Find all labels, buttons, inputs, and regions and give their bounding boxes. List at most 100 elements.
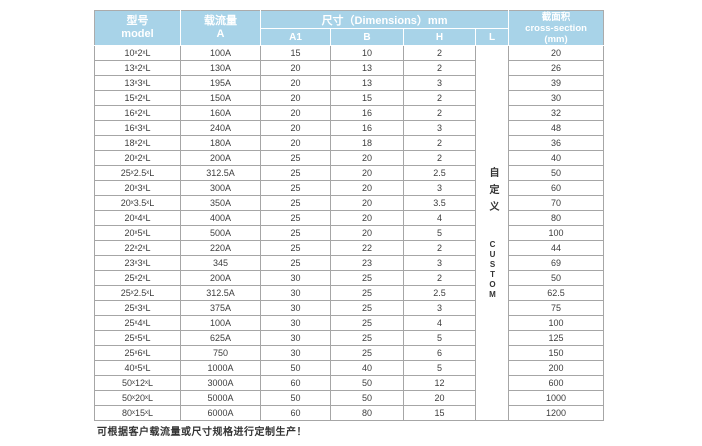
h-cell: 2 [403, 135, 476, 151]
spec-table: 型号 model 载流量 A 尺寸（Dimensions）mm 截面积 cros… [94, 10, 605, 421]
capacity-cell: 300A [180, 180, 261, 196]
a1-cell: 20 [260, 60, 331, 76]
b-cell: 22 [330, 240, 404, 256]
cross-section-cell: 1200 [508, 405, 605, 421]
b-cell: 18 [330, 135, 404, 151]
a1-cell: 60 [260, 375, 331, 391]
h-cell: 3 [403, 180, 476, 196]
header-cross-cn: 截面积 [541, 11, 571, 23]
a1-cell: 25 [260, 195, 331, 211]
table-row: 25ˣ3ˣL 375A 30 25 3 75 [94, 300, 605, 316]
model-cell: 20ˣ3.5ˣL [94, 195, 181, 211]
model-cell: 22ˣ2ˣL [94, 240, 181, 256]
h-cell: 2 [403, 105, 476, 121]
table-row: 13ˣ2ˣL 130A 20 13 2 26 [94, 60, 605, 76]
cross-section-cell: 75 [508, 300, 605, 316]
a1-cell: 30 [260, 330, 331, 346]
table-row: 22ˣ2ˣL 220A 25 22 2 44 [94, 240, 605, 256]
a1-cell: 25 [260, 150, 331, 166]
header-capacity: 载流量 A [180, 10, 261, 46]
table-row: 20ˣ3.5ˣL 350A 25 20 3.5 70 [94, 195, 605, 211]
h-cell: 3 [403, 300, 476, 316]
b-cell: 25 [330, 285, 404, 301]
capacity-cell: 400A [180, 210, 261, 226]
model-cell: 80ˣ15ˣL [94, 405, 181, 421]
header-model: 型号 model [94, 10, 181, 46]
table-row: 16ˣ2ˣL 160A 20 16 2 32 [94, 105, 605, 121]
header-capacity-unit: A [216, 28, 225, 40]
capacity-cell: 150A [180, 90, 261, 106]
h-cell: 15 [403, 405, 476, 421]
table-row: 50ˣ20ˣL 5000A 50 50 20 1000 [94, 390, 605, 406]
a1-cell: 50 [260, 390, 331, 406]
table-row: 18ˣ2ˣL 180A 20 18 2 36 [94, 135, 605, 151]
b-cell: 10 [330, 45, 404, 61]
a1-cell: 20 [260, 90, 331, 106]
h-cell: 3 [403, 120, 476, 136]
table-row: 20ˣ2ˣL 200A 25 20 2 40 [94, 150, 605, 166]
cross-section-cell: 200 [508, 360, 605, 376]
cross-section-cell: 62.5 [508, 285, 605, 301]
a1-cell: 30 [260, 345, 331, 361]
header-row-1: 型号 model 载流量 A 尺寸（Dimensions）mm 截面积 cros… [94, 10, 605, 46]
h-cell: 3 [403, 75, 476, 91]
table-row: 16ˣ3ˣL 240A 20 16 3 48 [94, 120, 605, 136]
capacity-cell: 6000A [180, 405, 261, 421]
h-cell: 3 [403, 255, 476, 271]
cross-section-cell: 1000 [508, 390, 605, 406]
h-cell: 2.5 [403, 285, 476, 301]
model-cell: 25ˣ5ˣL [94, 330, 181, 346]
table-header: 型号 model 载流量 A 尺寸（Dimensions）mm 截面积 cros… [94, 10, 605, 46]
table-row: 50ˣ12ˣL 3000A 60 50 12 600 [94, 375, 605, 391]
footer-note: 可根据客户载流量或尺寸规格进行定制生产！ [97, 427, 307, 438]
model-cell: 16ˣ2ˣL [94, 105, 181, 121]
custom-label-cn: 自定义 [487, 166, 499, 218]
model-cell: 13ˣ3ˣL [94, 75, 181, 91]
capacity-cell: 375A [180, 300, 261, 316]
a1-cell: 30 [260, 315, 331, 331]
model-cell: 50ˣ12ˣL [94, 375, 181, 391]
capacity-cell: 1000A [180, 360, 261, 376]
a1-cell: 30 [260, 270, 331, 286]
a1-cell: 25 [260, 165, 331, 181]
b-cell: 40 [330, 360, 404, 376]
header-cross-section: 截面积 cross-section (mm) [508, 10, 605, 46]
cross-section-cell: 60 [508, 180, 605, 196]
b-cell: 25 [330, 270, 404, 286]
cross-section-cell: 30 [508, 90, 605, 106]
b-cell: 20 [330, 165, 404, 181]
capacity-cell: 750 [180, 345, 261, 361]
b-cell: 23 [330, 255, 404, 271]
model-cell: 18ˣ2ˣL [94, 135, 181, 151]
b-cell: 25 [330, 330, 404, 346]
a1-cell: 20 [260, 120, 331, 136]
table-body: 10ˣ2ˣL 100A 15 10 2 自定义 CUSTOM 20 13ˣ2ˣL 130A 20 13… [94, 45, 605, 421]
cross-section-cell: 70 [508, 195, 605, 211]
b-cell: 20 [330, 225, 404, 241]
h-cell: 5 [403, 225, 476, 241]
cross-section-cell: 125 [508, 330, 605, 346]
cross-section-cell: 36 [508, 135, 605, 151]
b-cell: 20 [330, 180, 404, 196]
header-col-a1: A1 [260, 28, 331, 46]
cross-section-cell: 80 [508, 210, 605, 226]
b-cell: 16 [330, 120, 404, 136]
table-row: 80ˣ15ˣL 6000A 60 80 15 1200 [94, 405, 605, 421]
b-cell: 25 [330, 315, 404, 331]
capacity-cell: 312.5A [180, 165, 261, 181]
table-row: 25ˣ2ˣL 200A 30 25 2 50 [94, 270, 605, 286]
cross-section-cell: 50 [508, 165, 605, 181]
header-dimensions: 尺寸（Dimensions）mm [259, 10, 510, 29]
model-cell: 25ˣ3ˣL [94, 300, 181, 316]
header-cross-unit: (mm) [544, 33, 568, 45]
model-cell: 25ˣ2ˣL [94, 270, 181, 286]
capacity-cell: 345 [180, 255, 261, 271]
capacity-cell: 100A [180, 315, 261, 331]
capacity-cell: 180A [180, 135, 261, 151]
model-cell: 15ˣ2ˣL [94, 90, 181, 106]
model-cell: 25ˣ4ˣL [94, 315, 181, 331]
b-cell: 25 [330, 345, 404, 361]
h-cell: 2 [403, 45, 476, 61]
table-row: 20ˣ3ˣL 300A 25 20 3 60 [94, 180, 605, 196]
cross-section-cell: 44 [508, 240, 605, 256]
